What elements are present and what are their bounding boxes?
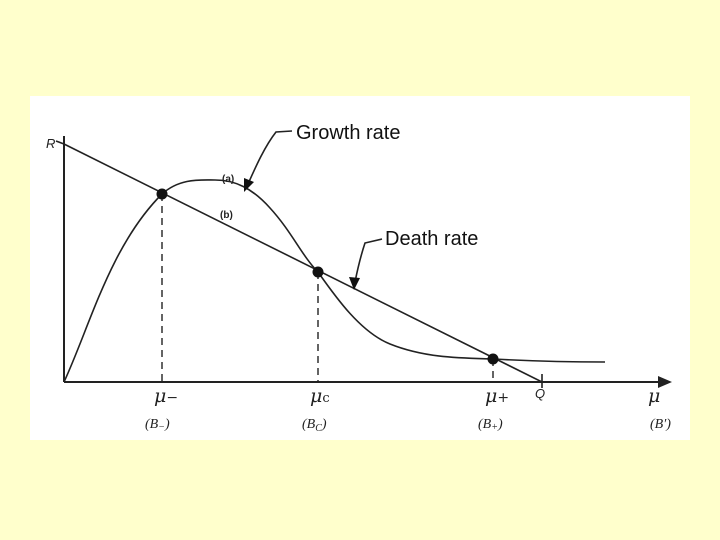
growth-rate-pointer — [247, 130, 293, 185]
r-intercept-tick — [55, 140, 65, 145]
b-label: (B — [145, 417, 159, 432]
mu-symbol: μ — [310, 385, 322, 407]
growth-rate-callout: Growth rate — [296, 122, 400, 144]
death-rate-arrowhead-icon — [349, 277, 360, 290]
intersection-mu-minus — [156, 188, 168, 200]
svg-text:(B−): (B−) — [145, 417, 170, 433]
diagram-panel: (a) (b) R Q μ (B′) μ− (B−) μc (BC) μ+ — [30, 96, 690, 440]
x-axis-alt-label: (B′) — [650, 417, 671, 432]
curve-b-label: (b) — [220, 210, 233, 221]
mu-symbol: μ — [154, 385, 166, 407]
b-close: ) — [164, 417, 170, 432]
mu-subscript: c — [322, 391, 329, 406]
death-rate-pointer — [354, 238, 383, 283]
growth-rate-arrowhead-icon — [244, 178, 254, 192]
mu-subscript: + — [497, 390, 509, 406]
b-subscript: − — [158, 422, 165, 433]
point-label-mu-plus: μ+ (B+) — [478, 385, 509, 433]
intersection-mu-plus — [487, 353, 499, 365]
growth-rate-curve — [63, 179, 606, 383]
point-label-mu-c: μc (BC) — [302, 385, 330, 434]
svg-text:μ+: μ+ — [485, 385, 509, 407]
b-label: (B — [302, 417, 316, 432]
curve-a-label: (a) — [222, 174, 234, 185]
mu-subscript: − — [166, 390, 178, 406]
death-rate-callout: Death rate — [385, 228, 478, 250]
point-label-mu-minus: μ− (B−) — [145, 385, 178, 433]
b-close: ) — [321, 417, 327, 432]
death-rate-line — [63, 143, 543, 383]
svg-text:(B+): (B+) — [478, 417, 503, 433]
svg-text:(BC): (BC) — [302, 417, 327, 434]
x-axis-label: μ — [648, 385, 660, 407]
svg-text:μ−: μ− — [154, 385, 178, 407]
b-label: (B — [478, 417, 492, 432]
b-subscript: C — [315, 423, 322, 434]
q-label: Q — [535, 386, 545, 401]
mu-symbol: μ — [485, 385, 497, 407]
svg-text:μc: μc — [310, 385, 330, 407]
intersection-mu-c — [312, 266, 324, 278]
b-close: ) — [497, 417, 503, 432]
y-axis-label: R — [46, 136, 55, 151]
growth-death-diagram: (a) (b) R Q μ (B′) μ− (B−) μc (BC) μ+ — [46, 122, 672, 434]
x-axis-arrow-icon — [658, 376, 672, 388]
b-subscript: + — [491, 422, 498, 433]
